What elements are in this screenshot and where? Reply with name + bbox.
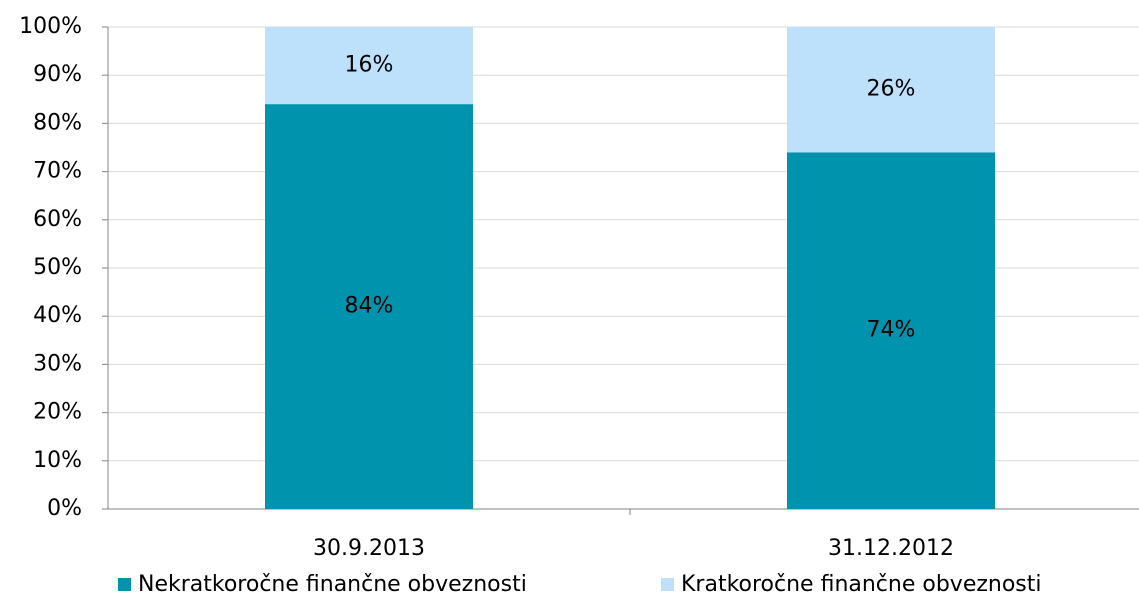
- y-tick-label: 10%: [33, 448, 82, 473]
- y-tick-label: 60%: [33, 207, 82, 232]
- x-tick-label: 30.9.2013: [313, 536, 425, 561]
- y-tick-label: 40%: [33, 303, 82, 328]
- legend-label: Kratkoročne finančne obveznosti: [681, 572, 1042, 597]
- legend-label: Nekratkoročne finančne obveznosti: [138, 572, 527, 597]
- bar-segment: [787, 152, 995, 509]
- bar-segment: [265, 104, 473, 510]
- legend-swatch: [661, 578, 674, 591]
- y-tick-label: 80%: [33, 110, 82, 135]
- y-tick-label: 20%: [33, 400, 82, 425]
- y-tick-label: 50%: [33, 255, 82, 280]
- y-tick-label: 90%: [33, 62, 82, 87]
- bar-segment: [787, 27, 995, 153]
- bar-segment: [265, 27, 473, 105]
- y-tick-label: 0%: [47, 496, 82, 521]
- x-tick-label: 31.12.2012: [828, 536, 954, 561]
- data-label: 84%: [345, 294, 394, 319]
- legend-swatch: [118, 578, 131, 591]
- y-tick-label: 70%: [33, 159, 82, 184]
- data-label: 26%: [867, 77, 916, 102]
- y-tick-label: 100%: [19, 14, 82, 39]
- y-tick-label: 30%: [33, 351, 82, 376]
- data-label: 74%: [867, 318, 916, 343]
- data-label: 16%: [345, 53, 394, 78]
